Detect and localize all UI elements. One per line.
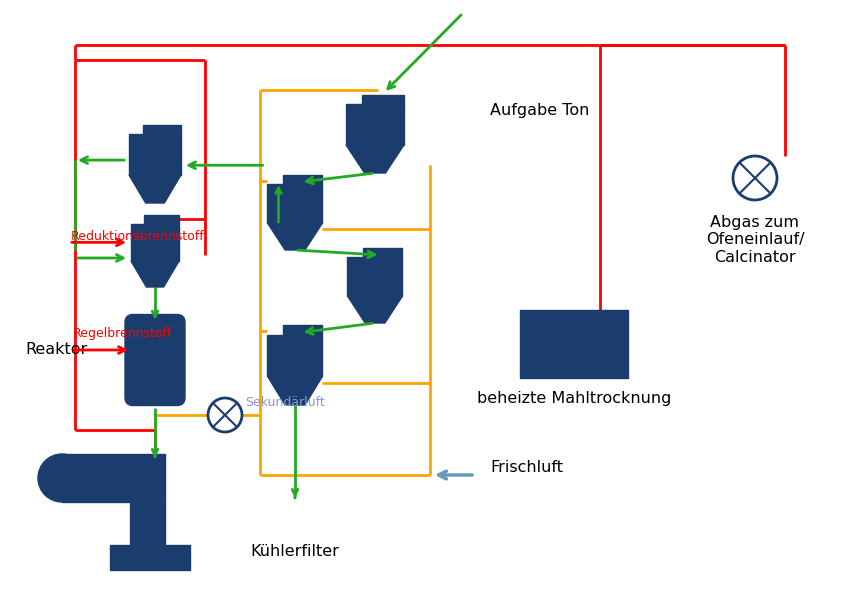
Polygon shape (129, 134, 181, 175)
Text: Reaktor: Reaktor (25, 343, 87, 358)
Polygon shape (129, 175, 181, 203)
Polygon shape (130, 502, 165, 545)
Text: Sekundärluft: Sekundärluft (245, 397, 324, 409)
Polygon shape (267, 335, 323, 376)
Text: Aufgabe Ton: Aufgabe Ton (490, 102, 590, 117)
Polygon shape (282, 175, 323, 184)
Polygon shape (143, 125, 181, 134)
Polygon shape (348, 296, 402, 323)
FancyBboxPatch shape (520, 310, 628, 378)
Polygon shape (144, 215, 179, 223)
Polygon shape (110, 545, 190, 570)
Polygon shape (267, 223, 323, 250)
Polygon shape (131, 223, 179, 261)
Polygon shape (346, 104, 404, 145)
Polygon shape (62, 454, 165, 502)
Polygon shape (282, 325, 323, 335)
Polygon shape (348, 257, 402, 296)
Polygon shape (131, 261, 179, 287)
Text: Regelbrennstoff: Regelbrennstoff (73, 327, 173, 341)
Text: beheizte Mahltrocknung: beheizte Mahltrocknung (477, 391, 671, 406)
Text: Frischluft: Frischluft (490, 461, 563, 476)
Text: Reduktionsbrennstoff: Reduktionsbrennstoff (71, 230, 205, 243)
Text: Abgas zum
Ofeneinlauf/
Calcinator: Abgas zum Ofeneinlauf/ Calcinator (705, 215, 805, 265)
Polygon shape (267, 376, 323, 405)
Polygon shape (267, 184, 323, 223)
FancyBboxPatch shape (125, 314, 185, 406)
Circle shape (38, 454, 86, 502)
Text: Kühlerfilter: Kühlerfilter (251, 544, 340, 559)
Polygon shape (346, 145, 404, 173)
Polygon shape (362, 95, 404, 104)
Polygon shape (363, 248, 402, 257)
